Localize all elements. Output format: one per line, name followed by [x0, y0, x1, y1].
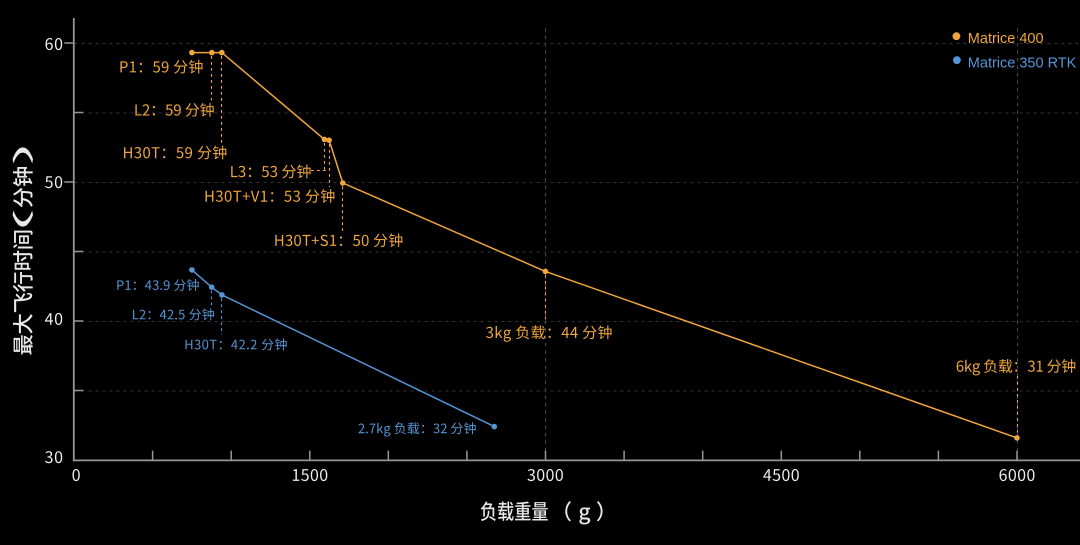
svg-text:Matrice 350 RTK: Matrice 350 RTK: [968, 55, 1077, 71]
svg-text:Matrice 400: Matrice 400: [968, 31, 1044, 47]
